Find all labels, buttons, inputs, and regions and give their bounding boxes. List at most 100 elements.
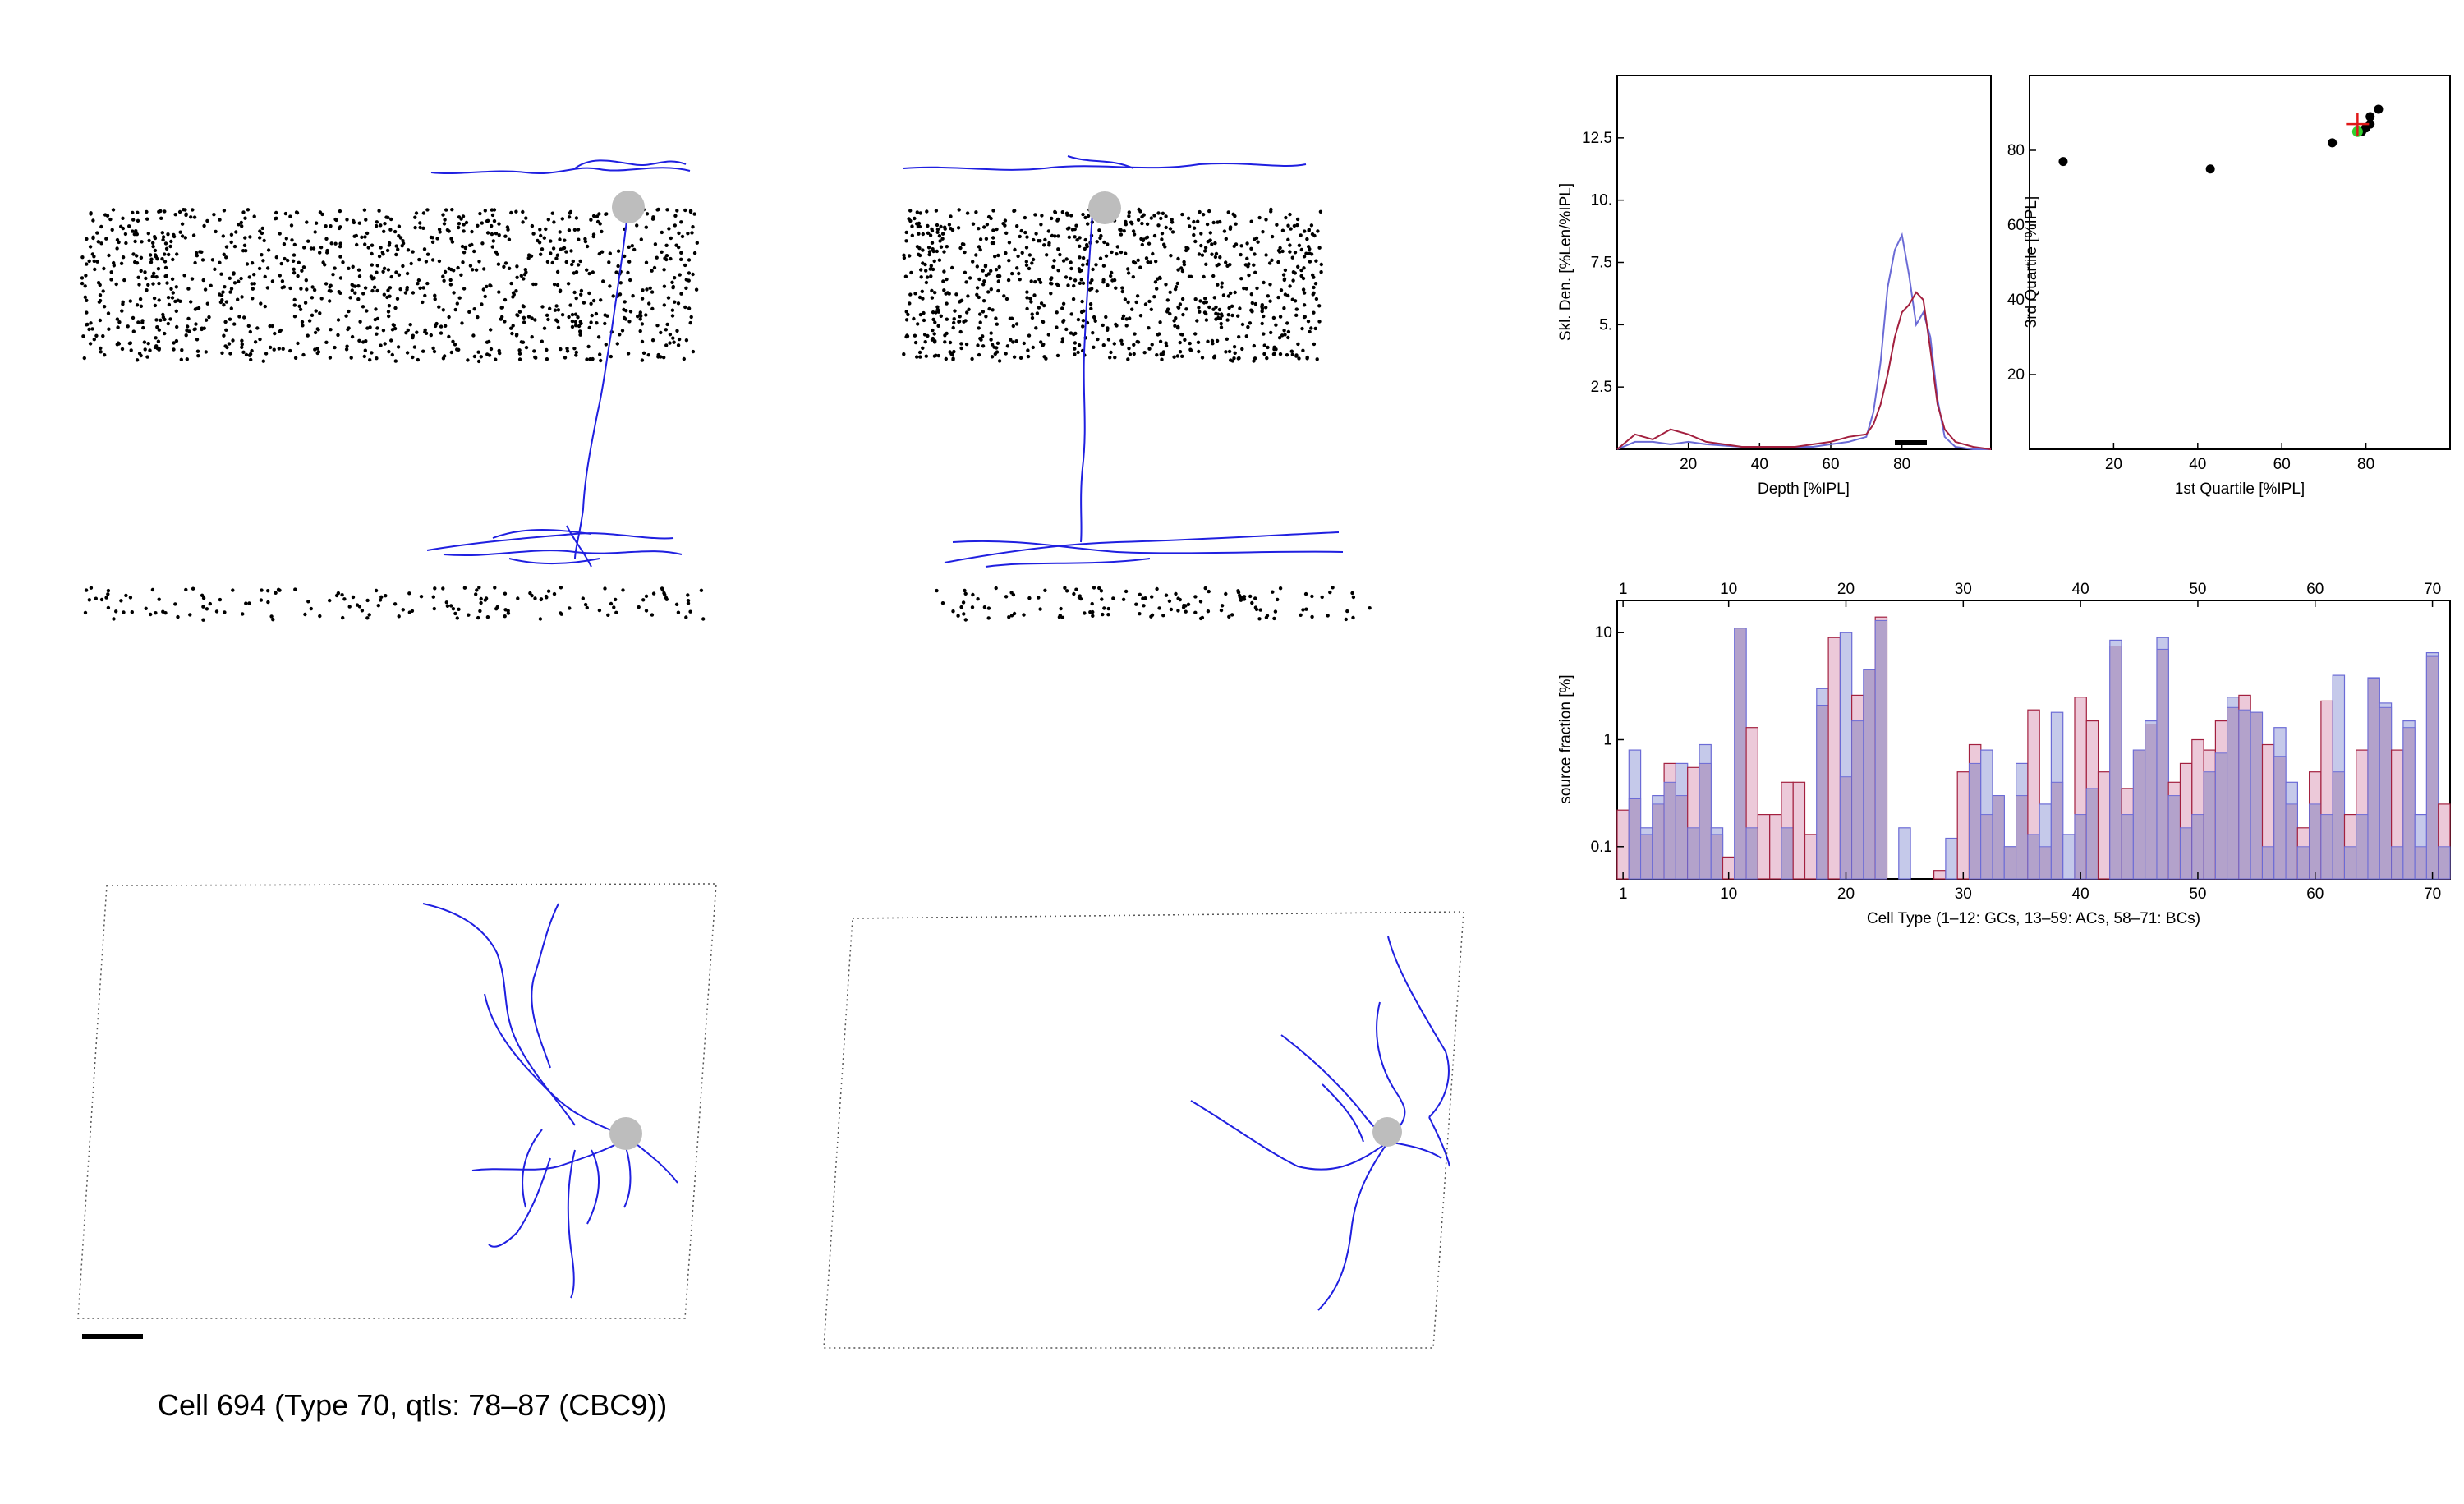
plot-frame (1616, 75, 1992, 450)
soma-point (699, 588, 704, 592)
soma-point (283, 256, 287, 261)
soma-point (567, 315, 571, 320)
soma-point (90, 327, 94, 331)
soma-point (1078, 281, 1083, 285)
soma-point (1074, 223, 1078, 228)
soma-point (408, 323, 412, 327)
soma-point (1012, 611, 1017, 616)
soma-point (137, 283, 141, 287)
soma-point (375, 288, 379, 293)
soma-point (337, 290, 341, 294)
soma-point (115, 343, 119, 347)
bar-28 (1933, 870, 1947, 880)
bar-overlap-53 (2227, 706, 2240, 880)
x-tick-label-top: 1 (1619, 581, 1628, 598)
soma-point (131, 329, 136, 333)
soma-point (148, 348, 152, 352)
soma-point (1106, 606, 1110, 611)
soma-point (1266, 294, 1271, 298)
soma-point (1181, 605, 1186, 609)
soma-point (1239, 277, 1243, 281)
soma-point (385, 248, 390, 253)
soma-point (375, 356, 379, 361)
soma-point (1052, 259, 1056, 263)
soma-point (423, 328, 427, 332)
soma-point (1300, 326, 1304, 331)
soma-point (1053, 234, 1057, 238)
soma-point (163, 209, 167, 214)
soma-point (1282, 306, 1286, 310)
soma-point (1038, 280, 1043, 284)
soma-point (662, 356, 666, 360)
soma-point (457, 296, 462, 300)
soma-point (1091, 614, 1095, 618)
soma-point (506, 611, 511, 615)
soma-point (971, 260, 975, 264)
soma-point (224, 300, 229, 304)
soma-point (640, 297, 645, 301)
soma-point (1097, 228, 1101, 232)
soma-point (1230, 304, 1234, 308)
soma-point (1172, 319, 1176, 323)
soma-point (178, 230, 182, 234)
soma-point (1142, 351, 1147, 355)
bar-overlap-68 (2402, 727, 2416, 880)
soma-point (919, 268, 923, 272)
soma-point (1099, 589, 1104, 593)
soma-point (1286, 237, 1290, 241)
soma-point (457, 225, 461, 230)
soma-point (1198, 600, 1203, 604)
soma-point (289, 223, 294, 228)
soma-point (1174, 591, 1178, 596)
soma-point (411, 250, 415, 254)
soma-point (608, 284, 612, 288)
soma-point (310, 296, 315, 300)
soma-point (364, 218, 368, 222)
soma-point (1156, 223, 1161, 228)
soma-point (375, 316, 380, 321)
soma-point (184, 587, 188, 592)
soma-point (244, 601, 248, 605)
soma-point (1310, 614, 1314, 619)
soma-point (214, 609, 219, 614)
soma-point (461, 214, 466, 218)
soma-point (1295, 217, 1300, 222)
soma-point (552, 283, 557, 287)
soma-point (1245, 241, 1249, 246)
soma-point (360, 235, 364, 239)
soma-point (1180, 354, 1184, 358)
soma-point (994, 316, 998, 320)
soma-point (292, 253, 297, 257)
bar-overlap-65 (2367, 678, 2380, 880)
soma-point (171, 257, 175, 262)
soma-point (324, 224, 328, 228)
soma-point (99, 224, 103, 229)
soma-point (1027, 596, 1032, 600)
soma-point (303, 301, 308, 305)
soma-point (284, 237, 288, 241)
soma-point (1063, 586, 1067, 590)
soma-point (1262, 352, 1266, 356)
soma-point (514, 209, 518, 214)
soma-point (229, 232, 234, 237)
soma-point (144, 606, 148, 610)
soma-point (666, 296, 671, 300)
soma-point (394, 270, 398, 274)
soma-point (665, 322, 669, 327)
soma-point (404, 331, 408, 335)
y-tick-label: 20 (2007, 366, 2025, 384)
soma-point (515, 333, 519, 337)
soma-point (432, 349, 437, 354)
soma-point (1233, 290, 1237, 295)
soma-point (1066, 283, 1070, 287)
soma-point (1011, 324, 1016, 329)
soma-point (1049, 292, 1053, 296)
soma-point (474, 268, 479, 272)
soma-point (266, 589, 270, 593)
soma-point (538, 617, 543, 621)
soma-point (329, 241, 333, 246)
soma-point (382, 292, 386, 297)
soma-point (379, 223, 383, 228)
soma-point (239, 220, 243, 225)
